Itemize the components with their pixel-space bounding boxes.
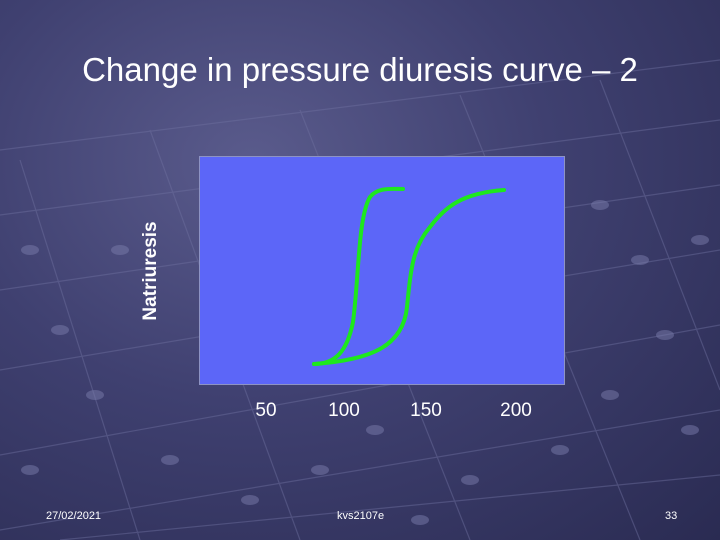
plot-area: [199, 156, 565, 385]
curves-canvas: [312, 186, 506, 366]
x-tick-100: 100: [328, 400, 360, 421]
slide-title: Change in pressure diuresis curve – 2: [82, 51, 638, 88]
shifted-pressure-diuresis-curve: [312, 188, 506, 366]
x-tick-50: 50: [255, 400, 277, 421]
y-axis-label: Natriuresis: [140, 221, 161, 321]
x-tick-200: 200: [500, 400, 532, 421]
footer-page-number: 33: [665, 510, 678, 522]
footer-date: 27/02/2021: [46, 510, 102, 522]
x-tick-150: 150: [410, 400, 442, 421]
footer-author: kvs2107e: [337, 510, 385, 522]
normal-pressure-diuresis-curve: [312, 186, 405, 366]
